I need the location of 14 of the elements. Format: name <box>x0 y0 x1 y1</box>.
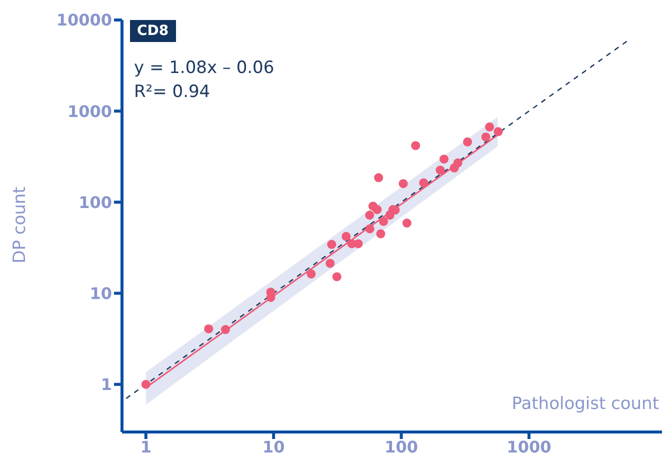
chart-title: CD8 <box>130 20 176 42</box>
y-axis-title: DP count <box>10 186 30 264</box>
x-tick-label: 100 <box>384 437 418 456</box>
annotation: y = 1.08x – 0.06 <box>134 58 274 78</box>
x-tick-label: 1000 <box>506 437 552 456</box>
y-tick-label: 100 <box>78 192 112 212</box>
y-tick-label: 1 <box>100 375 112 394</box>
y-tick-label: 10000 <box>56 10 112 30</box>
annotation: R²= 0.94 <box>134 82 210 102</box>
x-tick-label: 1 <box>140 437 152 456</box>
x-tick-label: 10 <box>262 437 285 456</box>
y-tick-label: 1000 <box>67 102 112 121</box>
x-axis-title: Pathologist count <box>512 394 659 414</box>
y-tick-label: 10 <box>90 284 112 303</box>
